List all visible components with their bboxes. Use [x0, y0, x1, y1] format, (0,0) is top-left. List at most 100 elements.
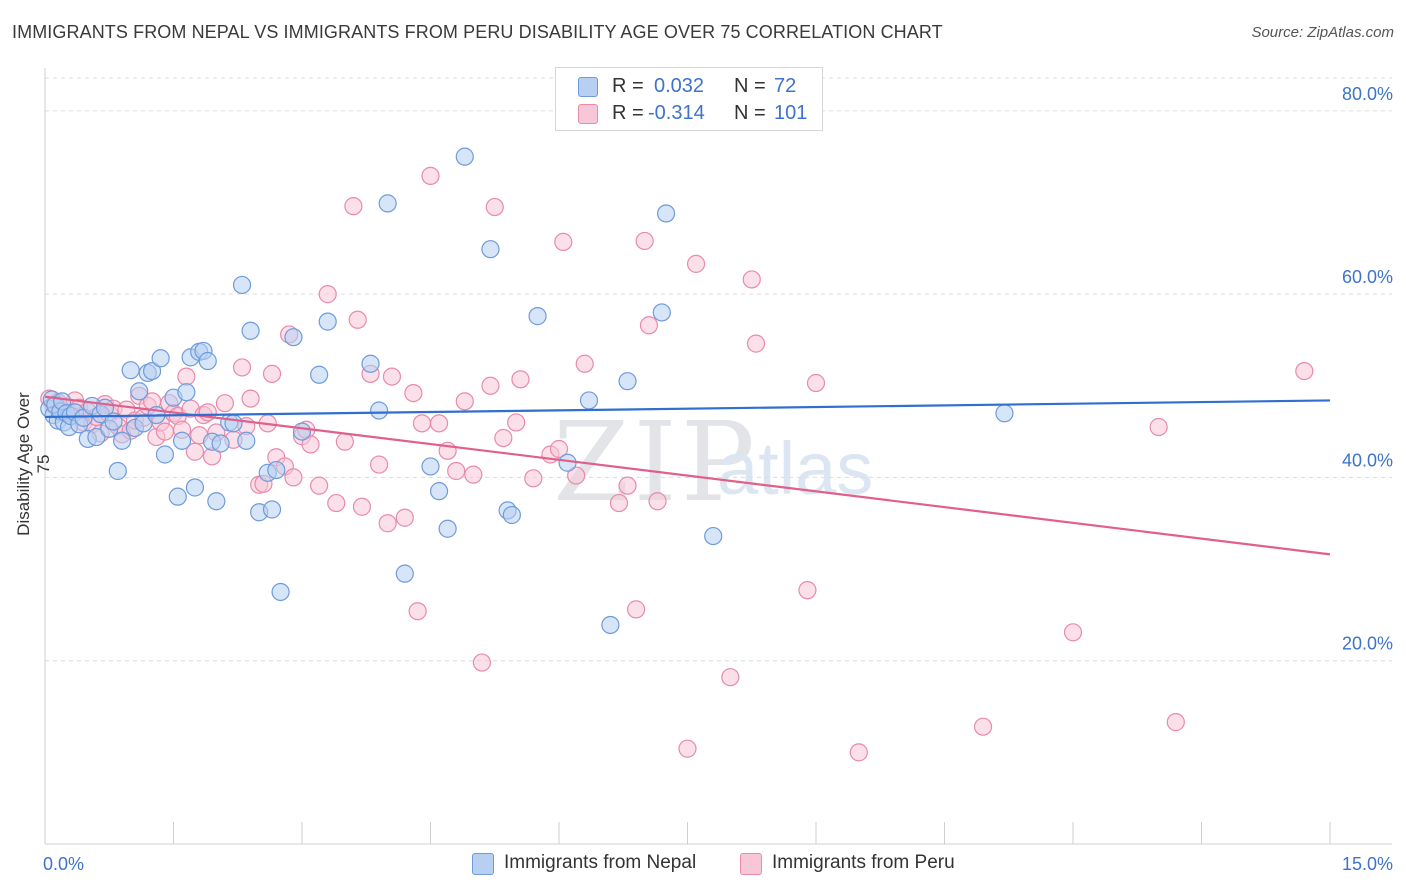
- bottom-legend-label-peru: Immigrants from Peru: [772, 852, 955, 873]
- data-point-peru: [678, 739, 697, 758]
- data-point-peru: [635, 231, 654, 251]
- data-point-peru: [301, 435, 320, 454]
- data-point-peru: [485, 197, 504, 217]
- data-point-nepal: [370, 401, 389, 420]
- data-point-nepal: [438, 519, 457, 538]
- data-point-peru: [155, 422, 175, 441]
- trend-line-nepal: [44, 399, 1331, 419]
- data-point-nepal: [429, 482, 449, 501]
- data-point-nepal: [292, 422, 312, 441]
- data-point-nepal: [104, 412, 123, 431]
- data-point-peru: [408, 602, 427, 621]
- data-point-nepal: [224, 414, 243, 433]
- data-point-peru: [421, 166, 440, 185]
- data-point-nepal: [241, 321, 260, 340]
- data-point-nepal: [579, 391, 599, 410]
- data-point-nepal: [421, 457, 440, 476]
- data-point-nepal: [87, 427, 106, 447]
- y-tick-label: 60.0%: [1342, 267, 1393, 287]
- data-point-peru: [721, 668, 740, 687]
- data-point-nepal: [455, 147, 474, 166]
- data-point-peru: [382, 367, 402, 386]
- bottom-legend-label-nepal: Immigrants from Nepal: [504, 852, 697, 873]
- trend-line-peru: [44, 395, 1331, 556]
- data-point-peru: [648, 492, 667, 511]
- data-point-peru: [318, 285, 337, 304]
- data-point-nepal: [656, 204, 676, 223]
- data-point-peru: [511, 370, 530, 389]
- data-point-nepal: [185, 478, 205, 497]
- y-tick-label: 80.0%: [1342, 84, 1393, 104]
- data-point-nepal: [211, 434, 230, 453]
- data-point-nepal: [318, 312, 337, 331]
- data-point-peru: [447, 461, 466, 481]
- data-point-peru: [335, 432, 354, 451]
- data-point-peru: [412, 414, 432, 433]
- data-point-nepal: [618, 372, 637, 391]
- axes: [44, 68, 1392, 845]
- data-point-peru: [639, 316, 659, 335]
- data-point-nepal: [198, 351, 217, 371]
- data-point-peru: [626, 600, 646, 619]
- data-point-peru: [507, 413, 526, 432]
- data-point-peru: [481, 376, 500, 395]
- data-point-nepal: [271, 582, 290, 602]
- data-point-nepal: [361, 354, 380, 373]
- data-point-nepal: [142, 362, 162, 381]
- correlation-legend: R = 0.032 N = 72 R = -0.314 N = 101: [555, 67, 823, 131]
- data-point-peru: [806, 373, 826, 393]
- data-point-nepal: [284, 328, 303, 347]
- data-point-nepal: [528, 307, 547, 326]
- data-point-peru: [575, 354, 594, 373]
- data-point-peru: [455, 392, 474, 411]
- legend-r-value: -0.314: [648, 102, 705, 124]
- trend-lines: [44, 395, 1331, 556]
- series-peru-points: [40, 166, 1314, 762]
- data-point-nepal: [232, 275, 252, 295]
- chart-title: IMMIGRANTS FROM NEPAL VS IMMIGRANTS FROM…: [12, 22, 943, 42]
- data-point-peru: [177, 367, 196, 386]
- legend-swatch-peru: [578, 104, 598, 124]
- data-point-peru: [472, 653, 491, 672]
- data-point-nepal: [267, 460, 286, 480]
- data-point-nepal: [310, 365, 329, 384]
- data-point-nepal: [502, 505, 521, 525]
- data-point-nepal: [237, 431, 256, 450]
- legend-r-value: 0.032: [654, 75, 705, 97]
- data-point-nepal: [558, 453, 577, 472]
- legend-r-label: R =: [612, 102, 644, 124]
- data-point-peru: [1149, 417, 1168, 437]
- legend-n-value: 72: [774, 75, 797, 97]
- data-point-peru: [849, 743, 868, 762]
- x-tick-label: 15.0%: [1342, 854, 1393, 874]
- data-point-nepal: [652, 303, 671, 322]
- data-point-peru: [241, 389, 260, 408]
- data-point-peru: [215, 394, 234, 413]
- data-point-peru: [395, 508, 414, 527]
- data-point-peru: [524, 469, 543, 488]
- data-point-peru: [370, 455, 389, 474]
- data-point-nepal: [121, 361, 140, 380]
- y-tick-label: 40.0%: [1342, 450, 1393, 470]
- data-point-peru: [378, 514, 397, 533]
- data-point-peru: [284, 468, 303, 487]
- data-point-nepal: [378, 194, 397, 213]
- bottom-legend-swatch-nepal: [472, 853, 494, 875]
- data-point-peru: [232, 358, 252, 377]
- data-point-peru: [352, 497, 372, 516]
- data-point-nepal: [177, 383, 196, 402]
- legend-n-value: 101: [774, 102, 808, 124]
- data-point-peru: [310, 476, 329, 495]
- data-point-peru: [686, 254, 706, 273]
- data-point-nepal: [481, 240, 500, 259]
- data-point-peru: [742, 270, 761, 289]
- data-point-peru: [327, 493, 346, 513]
- data-point-nepal: [207, 492, 226, 511]
- legend-r-label: R =: [612, 75, 644, 97]
- data-point-peru: [798, 581, 817, 600]
- data-point-nepal: [395, 564, 414, 583]
- data-point-peru: [567, 466, 586, 485]
- data-point-nepal: [112, 431, 132, 450]
- data-point-peru: [973, 717, 993, 736]
- data-point-nepal: [172, 431, 192, 450]
